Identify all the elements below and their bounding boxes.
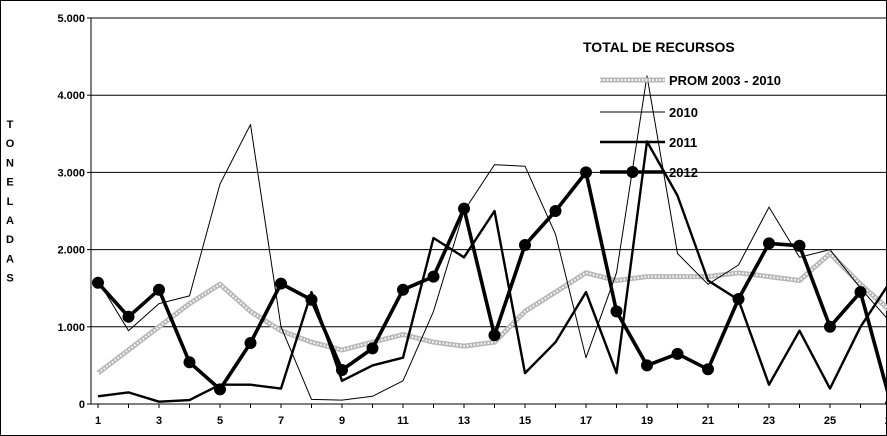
y-axis-label-letter-0: T bbox=[7, 119, 14, 131]
y-axis-label-letter-5: A bbox=[6, 215, 14, 227]
y-axis-label-letter-1: O bbox=[6, 138, 15, 150]
legend-item-1: 2010 bbox=[600, 105, 698, 120]
y-tick-label-3: 3.000 bbox=[57, 167, 85, 179]
x-tick-label-27: 27 bbox=[885, 415, 887, 427]
series-2012-point-6 bbox=[244, 337, 257, 350]
series-3 bbox=[92, 166, 887, 404]
series-line-prom-dots bbox=[97, 252, 887, 374]
x-tick-label-13: 13 bbox=[458, 415, 470, 427]
y-axis-label-letter-8: S bbox=[6, 273, 13, 285]
series-2012-point-24 bbox=[793, 239, 806, 252]
series-2012-point-8 bbox=[305, 293, 318, 306]
legend-item-2: 2011 bbox=[600, 135, 697, 150]
y-axis-label-letter-6: D bbox=[6, 234, 14, 246]
series-line-2012 bbox=[96, 170, 887, 397]
x-tick-label-17: 17 bbox=[580, 415, 592, 427]
y-tick-label-1: 1.000 bbox=[57, 322, 85, 334]
legend-item-0: PROM 2003 - 2010 bbox=[600, 73, 781, 88]
y-tick-label-0: 0 bbox=[79, 399, 85, 411]
series-2012-point-18 bbox=[610, 305, 623, 318]
y-axis-label-letter-3: E bbox=[6, 177, 13, 189]
series-2012-point-2 bbox=[122, 310, 135, 323]
y-axis-label-letter-4: L bbox=[7, 196, 14, 208]
series-2012-point-19 bbox=[641, 359, 653, 372]
y-tick-labels: 0 1.000 2.000 3.000 4.000 5.000 bbox=[57, 13, 85, 411]
axes bbox=[87, 17, 887, 408]
x-tick-label-7: 7 bbox=[278, 415, 284, 427]
series-line-2011 bbox=[97, 140, 887, 403]
series-2012-point-7 bbox=[275, 277, 287, 290]
series-0 bbox=[96, 251, 887, 376]
x-tick-label-9: 9 bbox=[339, 415, 345, 427]
series-2 bbox=[97, 140, 887, 403]
series-2012-point-3 bbox=[153, 283, 165, 296]
series-2012-point-4 bbox=[183, 356, 196, 369]
series-2012-point-25 bbox=[824, 320, 836, 333]
series-2012-point-21 bbox=[702, 363, 714, 376]
y-axis-label-letter-2: N bbox=[6, 157, 14, 169]
y-tick-label-4: 4.000 bbox=[57, 90, 85, 102]
series-2012-point-16 bbox=[549, 205, 562, 217]
series-2012-point-10 bbox=[366, 342, 379, 355]
series-2012-point-20 bbox=[671, 347, 684, 360]
x-tick-label-3: 3 bbox=[156, 415, 162, 427]
legend-label-3: 2012 bbox=[669, 165, 698, 180]
x-tick-label-15: 15 bbox=[519, 415, 531, 427]
legend-label-0: PROM 2003 - 2010 bbox=[669, 73, 781, 88]
x-tick-label-5: 5 bbox=[217, 415, 223, 427]
chart-title: TOTAL DE RECURSOS bbox=[583, 39, 735, 55]
series-2012-point-17 bbox=[580, 166, 592, 179]
legend: PROM 2003 - 2010 2010 2011 2012 bbox=[600, 73, 781, 180]
x-tick-label-25: 25 bbox=[824, 415, 836, 427]
x-tick-label-1: 1 bbox=[95, 415, 101, 427]
series-2012-point-26 bbox=[854, 286, 867, 299]
series-2012-point-14 bbox=[488, 329, 501, 342]
y-tick-label-2: 2.000 bbox=[57, 245, 85, 257]
legend-item-3: 2012 bbox=[600, 165, 698, 180]
y-tick-label-5: 5.000 bbox=[57, 13, 85, 25]
x-tick-label-19: 19 bbox=[641, 415, 653, 427]
x-tick-label-23: 23 bbox=[763, 415, 775, 427]
x-tick-label-11: 11 bbox=[397, 415, 409, 427]
y-axis-label-letter-7: A bbox=[6, 253, 14, 265]
legend-marker-2012 bbox=[626, 166, 639, 178]
x-tick-label-21: 21 bbox=[702, 415, 714, 427]
legend-label-2: 2011 bbox=[669, 135, 697, 150]
series-2012-point-22 bbox=[732, 293, 745, 306]
series-2012-point-12 bbox=[427, 270, 440, 283]
series-2012-point-9 bbox=[336, 364, 348, 377]
series-2012-point-23 bbox=[763, 237, 775, 250]
series-2012-point-11 bbox=[397, 283, 409, 296]
series-2012-point-5 bbox=[214, 383, 226, 396]
series-layer bbox=[92, 75, 887, 404]
series-2012-point-1 bbox=[92, 276, 104, 289]
series-2012-point-13 bbox=[458, 202, 470, 215]
x-tick-labels: 1357911131517192123252729313335373941434… bbox=[95, 415, 887, 427]
legend-label-1: 2010 bbox=[669, 105, 698, 120]
series-2012-point-15 bbox=[519, 238, 531, 251]
